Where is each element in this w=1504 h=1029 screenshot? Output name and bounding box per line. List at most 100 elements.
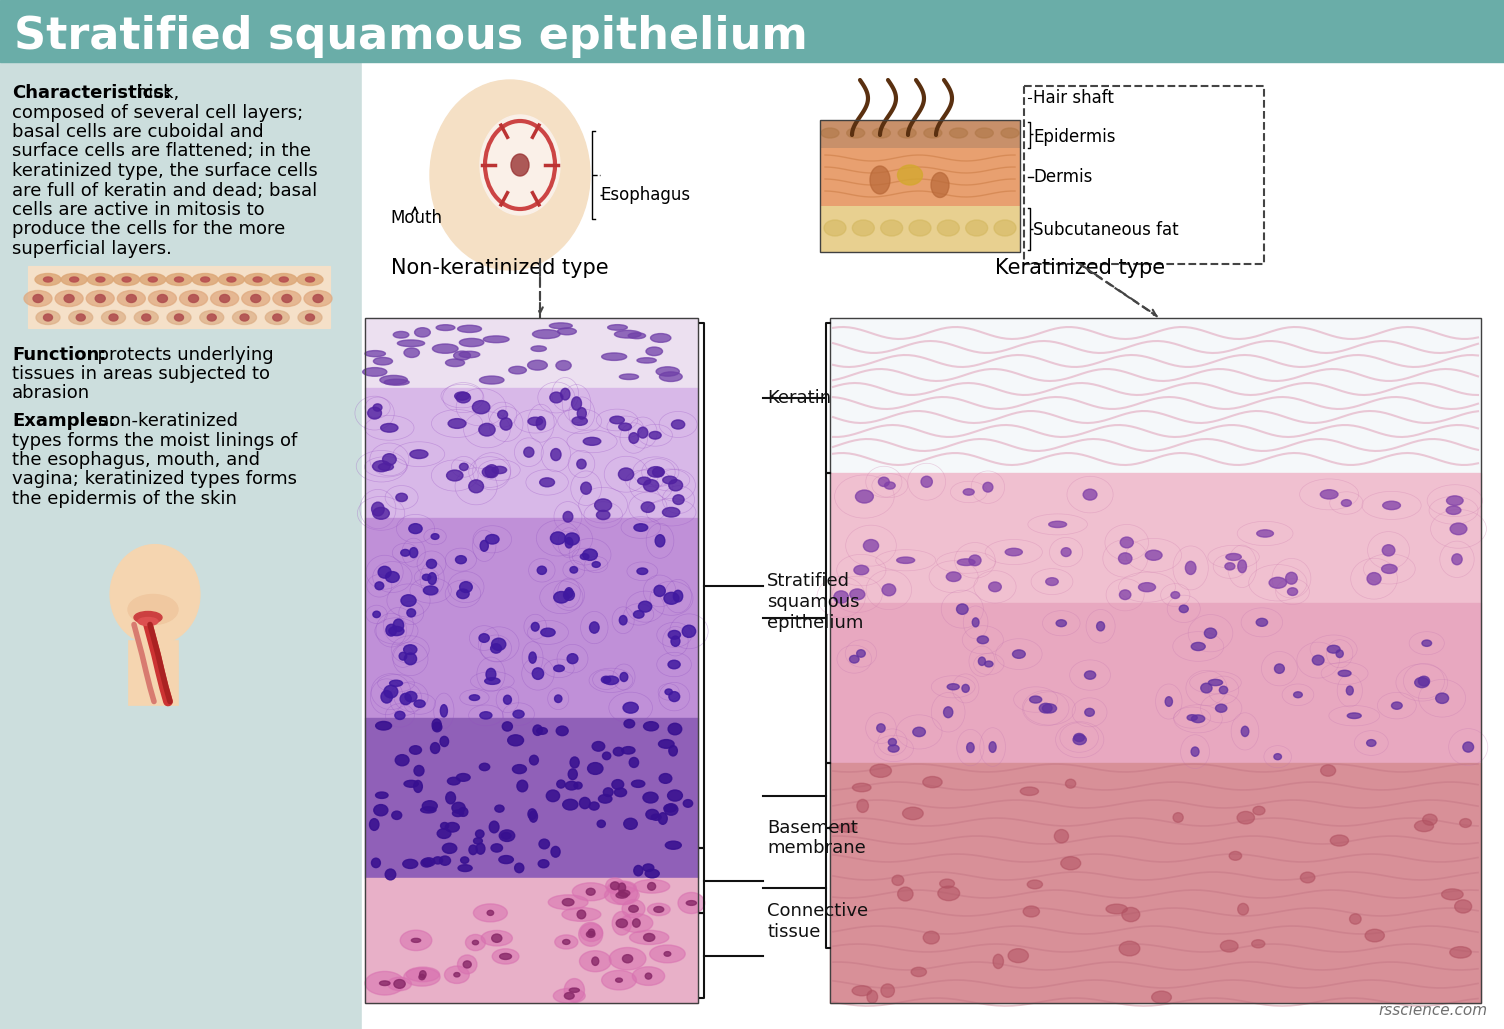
Ellipse shape — [447, 470, 463, 481]
Ellipse shape — [847, 128, 865, 138]
Ellipse shape — [1274, 664, 1284, 673]
Ellipse shape — [553, 592, 569, 603]
Ellipse shape — [445, 966, 469, 984]
Ellipse shape — [853, 986, 872, 996]
Ellipse shape — [869, 166, 890, 194]
Text: tissues in areas subjected to: tissues in areas subjected to — [12, 365, 271, 383]
Ellipse shape — [988, 582, 1002, 592]
Ellipse shape — [480, 115, 559, 215]
Ellipse shape — [1450, 523, 1466, 535]
Ellipse shape — [460, 463, 468, 470]
Ellipse shape — [374, 805, 388, 816]
Ellipse shape — [480, 712, 492, 719]
Text: Keratin: Keratin — [767, 389, 832, 407]
Ellipse shape — [609, 948, 645, 970]
Ellipse shape — [24, 290, 53, 307]
Ellipse shape — [1060, 857, 1081, 870]
Ellipse shape — [529, 755, 538, 765]
Ellipse shape — [44, 277, 53, 282]
Ellipse shape — [420, 970, 426, 979]
Ellipse shape — [566, 781, 578, 790]
Bar — [1024, 86, 1263, 264]
Ellipse shape — [575, 782, 582, 789]
Ellipse shape — [433, 722, 442, 732]
Ellipse shape — [1441, 889, 1463, 900]
Ellipse shape — [460, 857, 469, 863]
Ellipse shape — [1002, 128, 1020, 138]
Bar — [365, 878, 698, 1003]
Text: Characteristics:: Characteristics: — [12, 84, 171, 102]
Ellipse shape — [1327, 645, 1340, 653]
Ellipse shape — [472, 941, 478, 945]
Ellipse shape — [394, 980, 405, 988]
Ellipse shape — [412, 938, 421, 943]
Ellipse shape — [423, 858, 435, 866]
Ellipse shape — [663, 476, 677, 484]
Ellipse shape — [850, 655, 859, 663]
Ellipse shape — [570, 988, 579, 992]
Ellipse shape — [669, 480, 683, 491]
Ellipse shape — [408, 609, 415, 617]
Ellipse shape — [441, 822, 448, 829]
Ellipse shape — [456, 774, 471, 781]
Ellipse shape — [633, 865, 642, 876]
Ellipse shape — [233, 311, 257, 324]
Ellipse shape — [414, 780, 423, 792]
Ellipse shape — [531, 346, 546, 352]
Ellipse shape — [1330, 835, 1349, 846]
Ellipse shape — [1253, 807, 1265, 815]
Ellipse shape — [44, 314, 53, 321]
Ellipse shape — [33, 294, 44, 303]
Ellipse shape — [451, 803, 465, 813]
Ellipse shape — [1120, 537, 1134, 547]
Ellipse shape — [911, 967, 926, 977]
Ellipse shape — [1200, 683, 1212, 693]
Ellipse shape — [433, 344, 459, 353]
Ellipse shape — [1423, 814, 1438, 825]
Ellipse shape — [523, 448, 534, 457]
Ellipse shape — [579, 797, 590, 809]
Ellipse shape — [668, 723, 681, 735]
Ellipse shape — [665, 952, 671, 956]
Ellipse shape — [611, 882, 620, 890]
Ellipse shape — [578, 407, 587, 419]
Ellipse shape — [432, 534, 439, 539]
Ellipse shape — [490, 844, 502, 852]
Ellipse shape — [659, 371, 683, 382]
Ellipse shape — [370, 819, 379, 830]
Ellipse shape — [378, 566, 391, 578]
Ellipse shape — [1039, 703, 1053, 713]
Ellipse shape — [651, 814, 662, 820]
Ellipse shape — [638, 568, 648, 574]
Ellipse shape — [659, 740, 674, 748]
Ellipse shape — [966, 220, 988, 236]
Ellipse shape — [421, 807, 436, 813]
Ellipse shape — [1054, 829, 1068, 843]
Ellipse shape — [517, 780, 528, 791]
Text: composed of several cell layers;: composed of several cell layers; — [12, 104, 304, 121]
Ellipse shape — [570, 567, 578, 573]
Ellipse shape — [972, 617, 979, 627]
Ellipse shape — [1336, 650, 1343, 658]
Ellipse shape — [445, 822, 459, 832]
Ellipse shape — [594, 499, 612, 511]
Ellipse shape — [553, 988, 585, 1003]
Ellipse shape — [683, 800, 693, 807]
Text: Hair shaft: Hair shaft — [1033, 88, 1114, 107]
Text: the esophagus, mouth, and: the esophagus, mouth, and — [12, 451, 260, 469]
Ellipse shape — [110, 544, 200, 644]
Ellipse shape — [1349, 914, 1361, 924]
Ellipse shape — [459, 864, 472, 872]
Ellipse shape — [373, 461, 390, 471]
Ellipse shape — [877, 723, 886, 733]
Ellipse shape — [553, 665, 564, 672]
Ellipse shape — [456, 392, 471, 403]
Ellipse shape — [373, 507, 390, 520]
Ellipse shape — [220, 294, 230, 303]
Ellipse shape — [1346, 686, 1354, 695]
Ellipse shape — [1220, 941, 1238, 952]
Ellipse shape — [656, 535, 665, 547]
Ellipse shape — [686, 900, 696, 906]
Ellipse shape — [96, 277, 105, 282]
Ellipse shape — [158, 294, 167, 303]
